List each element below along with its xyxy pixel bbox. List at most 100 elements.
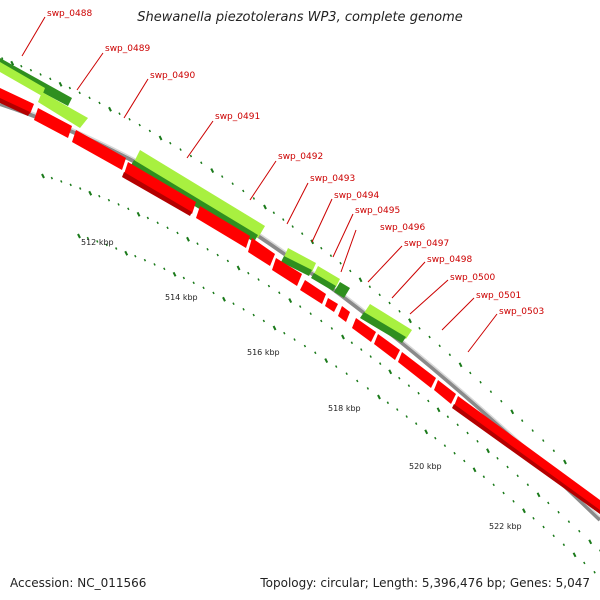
scale-tick [20, 64, 23, 68]
scale-tick [506, 465, 509, 469]
cds-0503-shade [452, 404, 600, 514]
scale-tick [496, 456, 499, 460]
scale-tick [492, 483, 495, 487]
scale-tick [531, 429, 534, 432]
scale-tick [206, 247, 209, 251]
scale-tick [339, 261, 342, 265]
scale-tick [345, 372, 348, 376]
green-feature-0488 [0, 58, 72, 106]
scale-tick [369, 355, 372, 358]
gene-label-0497: swp_0497 [404, 239, 449, 249]
scale-tick [169, 141, 172, 145]
scale-tick [49, 77, 52, 81]
scale-tick [522, 508, 526, 514]
scale-tick [68, 86, 72, 90]
scale-tick [469, 371, 472, 375]
scale-tick [226, 259, 230, 263]
scale-tick [88, 190, 93, 196]
scale-tick [330, 327, 334, 330]
scale-tick [388, 369, 393, 375]
scale-tick [231, 182, 234, 186]
green-feature-0495 [334, 282, 350, 298]
gene-label-0494: swp_0494 [334, 191, 379, 201]
scale-tick [166, 226, 169, 230]
scale-tick [77, 233, 81, 239]
scale-tick [408, 318, 412, 324]
cds-0494 [272, 258, 302, 286]
cds-0498 [352, 318, 376, 342]
scale-tick [41, 173, 45, 179]
scale-tick [29, 68, 33, 72]
green-feature-0493-dark [281, 256, 312, 276]
scale-tick [262, 319, 266, 323]
cds-0495 [300, 280, 326, 304]
green-feature-0493 [284, 248, 316, 272]
scale-tick [489, 390, 493, 393]
scale-label-518: 518 kbp [328, 404, 361, 413]
scale-tick [50, 176, 54, 180]
scale-tick [482, 475, 486, 479]
scale-tick [466, 431, 469, 435]
scale-tick [282, 218, 285, 221]
gene-label-0488: swp_0488 [47, 9, 92, 19]
scale-tick [283, 331, 286, 335]
green-feature-0494-dark [311, 273, 336, 291]
scale-tick [512, 499, 515, 503]
scale-tick [436, 407, 441, 413]
scale-tick [288, 298, 293, 304]
scale-tick [552, 534, 555, 538]
green-feature-0498-dark [360, 312, 406, 343]
scale-tick [1, 57, 4, 60]
scale-tick [291, 225, 294, 228]
scale-tick [562, 543, 566, 547]
scale-tick [299, 305, 302, 308]
green-feature-0491 [134, 150, 265, 238]
leader-0497 [367, 245, 403, 283]
scale-tick [153, 263, 156, 266]
scale-tick [458, 362, 463, 368]
leader-0492 [249, 160, 277, 201]
scale-tick [434, 436, 437, 440]
scale-tick [479, 380, 482, 384]
scale-tick [341, 334, 345, 340]
scale-tick [242, 189, 245, 193]
scale-tick [368, 285, 372, 289]
scale-tick [536, 492, 541, 498]
green-feature-0488-top [0, 62, 45, 96]
green-feature-0489 [38, 92, 88, 128]
scale-tick [448, 353, 452, 357]
scale-tick [96, 240, 99, 243]
scale-tick [232, 302, 235, 306]
gene-label-0496: swp_0496 [380, 223, 425, 233]
scale-tick [510, 409, 515, 415]
scale-tick [349, 269, 352, 273]
gene-label-0501: swp_0501 [476, 291, 521, 301]
genome-summary: Topology: circular; Length: 5,396,476 bp… [260, 576, 590, 590]
scale-tick [542, 525, 545, 529]
scale-tick [136, 211, 141, 217]
scale-tick [252, 313, 255, 317]
scale-tick [366, 387, 370, 390]
scale-tick [236, 265, 241, 271]
scale-tick [127, 207, 130, 211]
leader-0496 [340, 229, 357, 273]
scale-tick [532, 516, 535, 520]
scale-tick [358, 277, 363, 283]
scale-tick [456, 423, 459, 427]
scale-tick [476, 439, 479, 443]
scale-tick [86, 236, 90, 240]
cds-track [0, 88, 600, 514]
gene-label-0495: swp_0495 [355, 206, 400, 216]
scale-tick [563, 459, 567, 465]
scale-tick [88, 96, 91, 100]
scale-tick [272, 325, 277, 331]
gene-label-0489: swp_0489 [105, 44, 150, 54]
cds-0497 [338, 306, 350, 322]
scale-tick [293, 338, 296, 341]
gene-label-0503: swp_0503 [499, 307, 544, 317]
scale-tick [593, 570, 596, 574]
green-feature-0494 [314, 266, 340, 287]
scale-tick [128, 117, 131, 121]
accession-label: Accession: NC_011566 [10, 576, 147, 590]
